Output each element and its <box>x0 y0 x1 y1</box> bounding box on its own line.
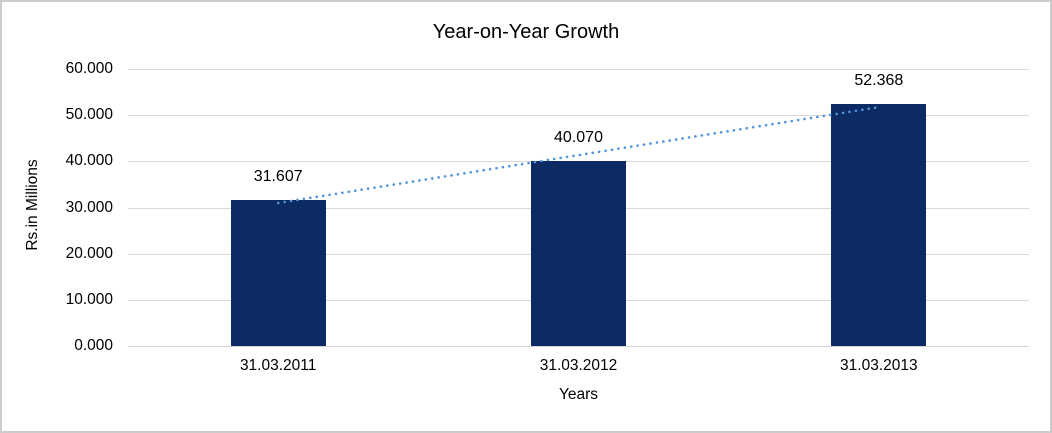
y-tick-label: 60.000 <box>65 60 113 77</box>
y-tick-label: 0.000 <box>74 337 113 354</box>
plot-area <box>128 69 1029 347</box>
chart-title: Year-on-Year Growth <box>432 21 620 43</box>
trendline <box>276 105 881 205</box>
gridline <box>128 115 1029 117</box>
y-tick-label: 30.000 <box>65 198 113 216</box>
x-axis-title: Years <box>558 386 599 403</box>
x-tick-label: 31.03.2012 <box>539 357 618 374</box>
trendline-path <box>276 105 881 205</box>
x-tick-label: 31.03.2013 <box>840 357 918 374</box>
data-label: 40.070 <box>554 129 603 146</box>
bar <box>831 104 927 346</box>
y-tick-label: 10.000 <box>65 290 113 308</box>
x-axis-line <box>128 346 1029 347</box>
bar <box>531 161 626 346</box>
y-tick-label: 20.000 <box>65 244 113 262</box>
bar <box>230 200 326 346</box>
data-label: 52.368 <box>854 72 904 90</box>
gridline <box>128 69 1029 70</box>
y-tick-label: 50.000 <box>65 106 113 124</box>
data-label: 31.607 <box>253 168 303 186</box>
x-tick-label: 31.03.2011 <box>239 357 317 374</box>
y-tick-label: 40.000 <box>65 152 113 170</box>
